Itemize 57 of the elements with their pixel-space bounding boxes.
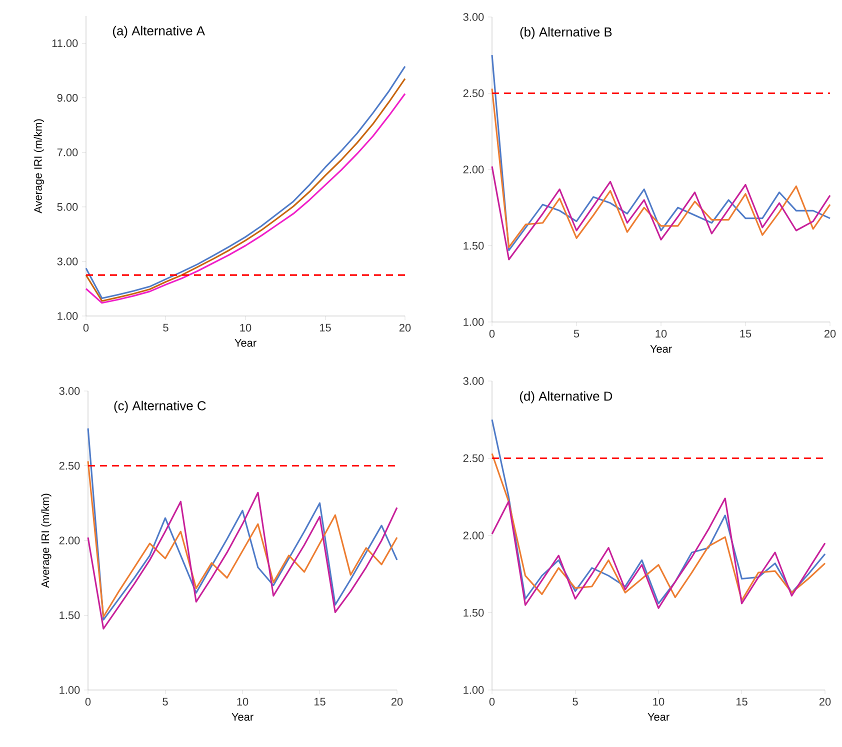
text: (c) Alternative C [114,400,206,413]
y-tick-label: 2.00 [463,532,484,540]
y-tick-label: 1.00 [58,312,78,320]
y-tick-label: 1.00 [464,318,484,326]
y-tick-label: 3.00 [57,258,78,266]
line-series [491,88,831,248]
y-tick-label: 2.50 [463,89,484,98]
y-tick-label: 11.00 [52,39,78,48]
x-axis-title: Year [234,339,256,347]
y-tick-label: 1.00 [60,686,80,694]
x-axis-title: Year [650,345,672,353]
x-tick-label: 0 [85,698,91,706]
x-tick-label: 5 [572,698,578,706]
x-tick-label: 20 [391,698,403,706]
y-tick-label: 3.00 [463,377,484,385]
y-tick-label: 7.00 [57,148,78,156]
x-tick-label: 15 [314,698,326,706]
x-tick-label: 0 [83,324,89,332]
x-tick-label: 0 [489,698,495,706]
text: (a) Alternative A [112,26,205,38]
x-tick-label: 15 [320,324,331,332]
y-tick-label: 5.00 [57,203,78,211]
x-axis-title: Year [648,713,670,721]
y-tick-label: 2.50 [59,462,80,470]
x-tick-label: 0 [489,330,495,338]
y-axis-title: Average IRI (m/km) [41,494,52,588]
line-series [87,492,398,630]
x-tick-label: 10 [237,698,248,706]
x-tick-label: 15 [740,330,752,338]
text: (b) Alternative B [520,27,612,40]
x-tick-label: 20 [824,330,836,338]
x-tick-label: 10 [240,324,252,332]
y-axis-title: Average IRI (m/km) [34,119,44,214]
y-tick-label: 1.50 [464,242,484,250]
x-tick-label: 5 [163,324,168,332]
x-tick-label: 10 [653,698,664,706]
y-tick-label: 2.00 [463,166,484,174]
y-tick-label: 1.50 [464,608,484,617]
x-tick-label: 20 [819,698,831,706]
line-series [491,498,826,609]
line-series [491,418,826,604]
y-tick-label: 1.00 [464,686,484,694]
x-axis-title: Year [232,713,254,721]
x-tick-label: 10 [656,330,667,338]
text: (d) Alternative D [520,391,612,404]
y-tick-label: 3.00 [463,13,484,21]
y-tick-label: 2.00 [59,536,80,544]
y-tick-label: 1.50 [60,611,80,620]
x-tick-label: 20 [399,324,411,332]
y-tick-label: 9.00 [57,94,78,102]
x-tick-label: 5 [162,698,168,706]
line-series [491,54,831,252]
y-tick-label: 2.50 [463,454,484,462]
y-tick-label: 3.00 [59,387,80,395]
line-series [491,452,826,602]
x-tick-label: 5 [574,330,580,338]
x-tick-label: 15 [736,698,748,706]
